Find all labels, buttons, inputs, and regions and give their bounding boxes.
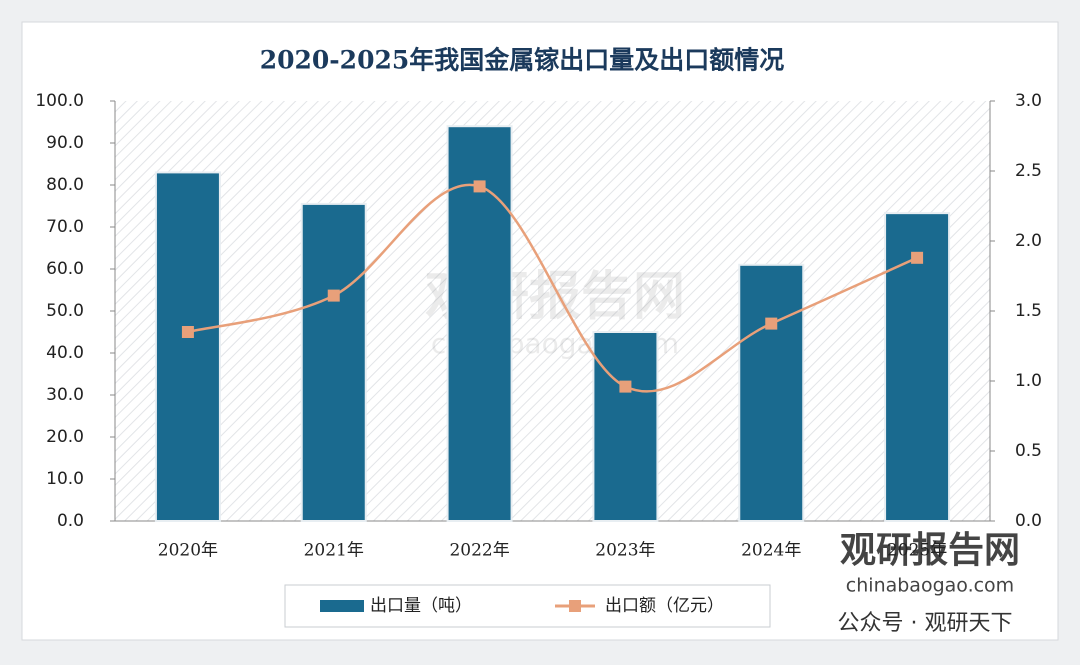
- corner-watermark: 观研报告网 chinabaogao.com 公众号 · 观研天下: [838, 530, 1021, 636]
- x-tick-label: 2021年: [304, 541, 364, 561]
- y-tick-label: 70.0: [46, 217, 84, 237]
- y-tick-label: 60.0: [46, 259, 84, 279]
- bar: [592, 331, 659, 522]
- line-marker: [765, 317, 778, 330]
- corner-account: 公众号 · 观研天下: [838, 611, 1013, 636]
- y2-tick-label: 0.0: [1015, 511, 1042, 531]
- chart-title: 2020-2025年我国金属镓出口量及出口额情况: [260, 46, 785, 75]
- bar: [154, 171, 221, 522]
- x-tick-label: 2022年: [449, 541, 509, 561]
- y-tick-label: 90.0: [46, 133, 84, 153]
- bar: [738, 263, 805, 522]
- x-tick-label: 2020年: [158, 541, 218, 561]
- line-marker: [911, 251, 924, 264]
- legend-label: 出口额（亿元）: [605, 596, 724, 616]
- y2-tick-label: 1.5: [1015, 301, 1042, 321]
- y-tick-label: 30.0: [46, 385, 84, 405]
- y-tick-label: 50.0: [46, 301, 84, 321]
- x-tick-label: 2024年: [741, 541, 801, 561]
- y-tick-label: 10.0: [46, 469, 84, 489]
- line-marker: [327, 289, 340, 302]
- legend-box: [284, 584, 771, 628]
- bar: [300, 202, 367, 522]
- y-tick-label: 80.0: [46, 175, 84, 195]
- line-marker: [181, 326, 194, 338]
- y-tick-label: 0.0: [57, 511, 84, 531]
- legend-swatch-marker: [569, 600, 581, 612]
- x-tick-label: 2023年: [595, 541, 655, 561]
- corner-brand: 观研报告网: [840, 530, 1020, 571]
- y2-tick-label: 2.5: [1015, 161, 1042, 181]
- bar: [884, 212, 951, 522]
- x-tick-label: 2025年: [887, 541, 947, 561]
- corner-site: chinabaogao.com: [846, 575, 1014, 597]
- y-tick-label: 20.0: [46, 427, 84, 447]
- y2-tick-label: 2.0: [1015, 231, 1042, 251]
- plot-area: [115, 101, 990, 521]
- y-tick-label: 100.0: [35, 91, 84, 111]
- y2-tick-label: 3.0: [1015, 91, 1042, 111]
- line-marker: [619, 380, 632, 393]
- legend-swatch: [320, 600, 364, 612]
- legend-label: 出口量（吨）: [370, 596, 472, 616]
- y2-tick-label: 0.5: [1015, 441, 1042, 461]
- line-marker: [473, 180, 486, 193]
- y-tick-label: 40.0: [46, 343, 84, 363]
- y2-tick-label: 1.0: [1015, 371, 1042, 391]
